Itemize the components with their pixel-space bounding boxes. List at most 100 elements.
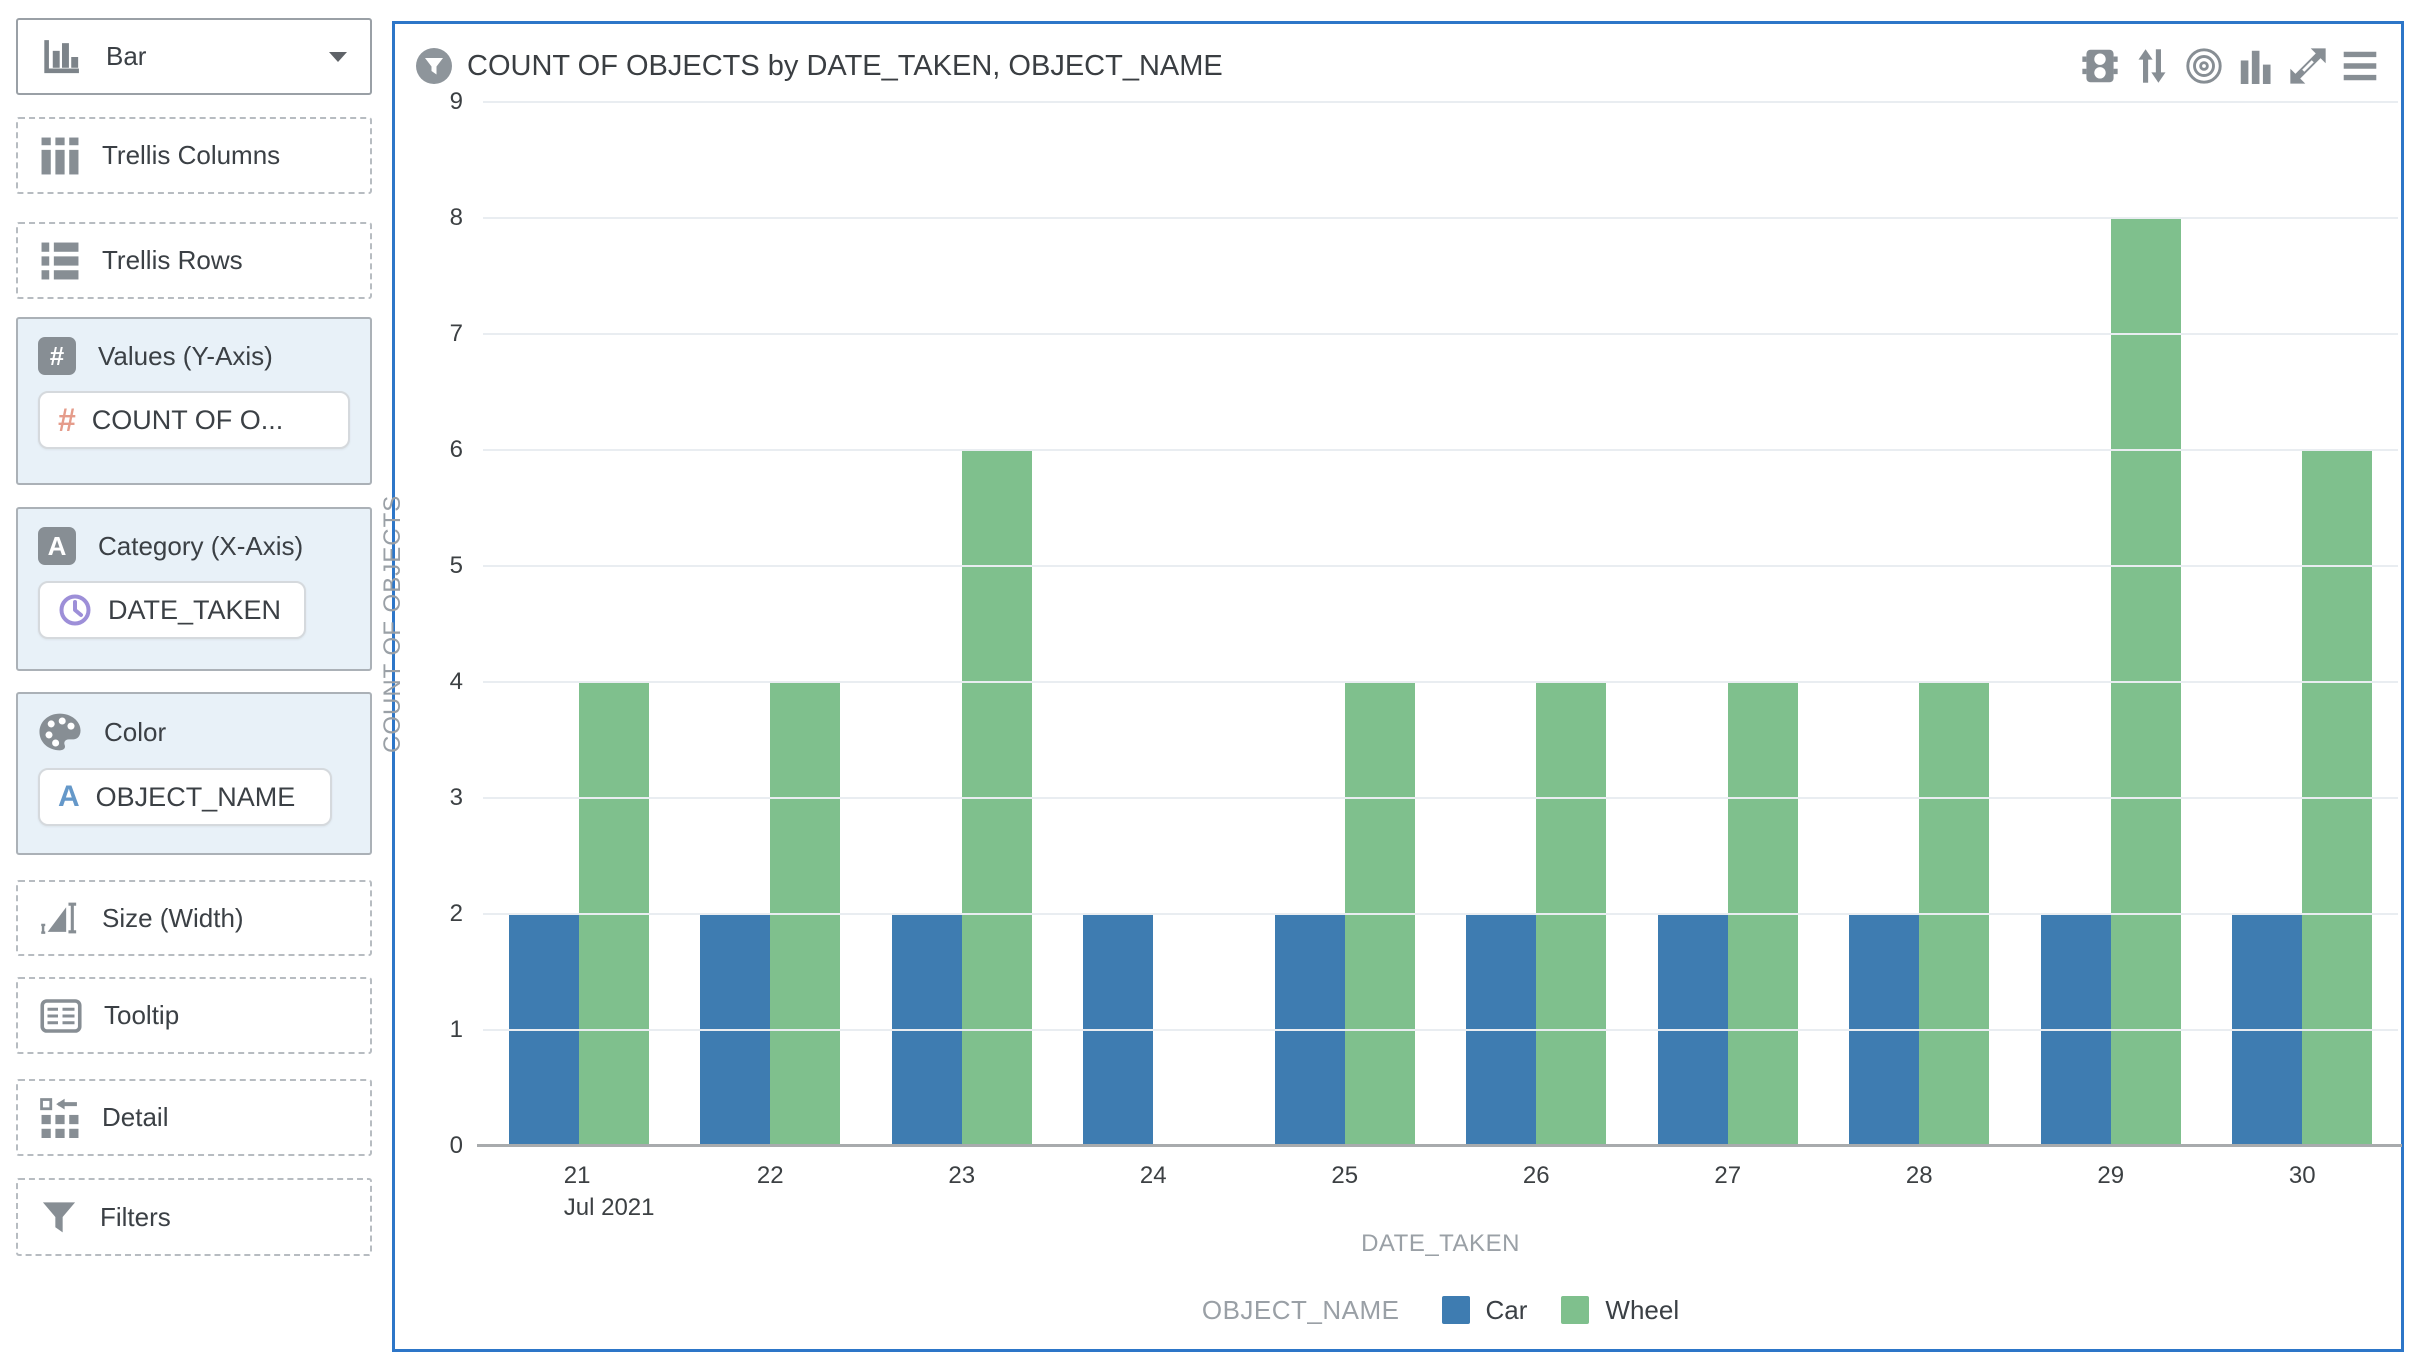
x-tick-label: 24: [1139, 1162, 1167, 1189]
field-pill-object-name[interactable]: A OBJECT_NAME: [38, 768, 332, 826]
x-tick-label: 25: [1331, 1162, 1359, 1189]
legend-title: OBJECT_NAME: [1201, 1294, 1400, 1325]
field-pill-label: OBJECT_NAME: [95, 781, 296, 812]
visualization-panel: COUNT OF OBJECTS by DATE_TAKEN, OBJECT_N…: [379, 21, 2404, 1352]
legend-swatch-car: [1441, 1296, 1470, 1324]
y-tick-label: 6: [449, 436, 463, 463]
y-tick-label: 0: [449, 1132, 463, 1159]
bar-group-28: 28: [1824, 102, 2016, 1189]
legend-label: Car: [1485, 1294, 1528, 1325]
drop-zone-trellis-columns[interactable]: Trellis Columns: [16, 117, 372, 194]
text-attribute-icon: A: [58, 780, 80, 813]
field-pill-count-of-objects[interactable]: # COUNT OF O...: [38, 391, 350, 449]
x-tick-label: 27: [1714, 1162, 1742, 1189]
gridline-y-2: [483, 913, 2398, 915]
legend: OBJECT_NAME Car Wheel: [483, 1290, 2398, 1330]
chevron-down-icon: [328, 51, 348, 63]
drop-zone-label: Tooltip: [104, 1000, 180, 1030]
detail-icon: [40, 1097, 80, 1138]
bar-group-23: 23: [866, 102, 1058, 1189]
drop-zone-tooltip[interactable]: Tooltip: [16, 977, 372, 1054]
y-axis-title: COUNT OF OBJECTS: [379, 494, 406, 754]
bar-group-30: 30: [2207, 102, 2399, 1189]
gridline-y-7: [483, 333, 2398, 335]
bar-group-29: 29: [2015, 102, 2207, 1189]
field-pill-label: COUNT OF O...: [91, 404, 284, 435]
legend-items: Car Wheel: [1441, 1294, 1679, 1326]
bar-chart-icon[interactable]: [2237, 47, 2275, 85]
tooltip-icon: [40, 998, 82, 1034]
drop-zone-category-x-axis[interactable]: A Category (X-Axis) DATE_TAKEN: [16, 507, 372, 671]
gridline-y-9: [483, 101, 2398, 103]
palette-icon: [38, 712, 82, 752]
clock-icon: [58, 593, 92, 627]
chart-toolbar: [2081, 47, 2379, 85]
legend-item-car[interactable]: Car: [1441, 1294, 1528, 1326]
field-pill-label: DATE_TAKEN: [108, 594, 282, 625]
gridline-y-6: [483, 449, 2398, 451]
y-tick-label: 5: [449, 552, 463, 579]
bar-group-21: 21 Jul 2021: [483, 102, 675, 1221]
filter-icon: [40, 1198, 78, 1236]
bar-group-22: 22: [675, 102, 867, 1189]
y-tick-label: 8: [449, 204, 463, 231]
x-axis-sublabel: Jul 2021: [563, 1194, 655, 1221]
x-tick-label: 23: [948, 1162, 976, 1189]
bar-series-container: 21 Jul 2021 22 23 24 25 26 27 28 29 30: [483, 102, 2399, 1221]
drop-zone-detail[interactable]: Detail: [16, 1079, 372, 1156]
y-tick-label: 1: [449, 1016, 463, 1043]
target-icon[interactable]: [2185, 47, 2223, 85]
drop-zone-label: Size (Width): [102, 902, 244, 933]
x-axis-title: DATE_TAKEN: [1361, 1230, 1520, 1257]
gridline-y-1: [483, 1029, 2398, 1031]
chart-title: COUNT OF OBJECTS by DATE_TAKEN, OBJECT_N…: [467, 49, 1223, 82]
field-pill-date-taken[interactable]: DATE_TAKEN: [38, 581, 306, 639]
drop-zone-label: Values (Y-Axis): [98, 340, 273, 371]
y-tick-label: 3: [449, 784, 463, 811]
visualization-header: COUNT OF OBJECTS by DATE_TAKEN, OBJECT_N…: [415, 44, 2379, 88]
drop-zone-values-y-axis[interactable]: # Values (Y-Axis) # COUNT OF O...: [16, 317, 372, 485]
drop-zone-label: Category (X-Axis): [98, 530, 304, 561]
menu-icon[interactable]: [2341, 47, 2379, 85]
y-tick-label: 2: [449, 900, 463, 927]
y-tick-label: 4: [449, 668, 463, 695]
drop-zone-size-width[interactable]: Size (Width): [16, 880, 372, 956]
x-tick-label: 30: [2288, 1162, 2316, 1189]
legend-swatch-wheel: [1561, 1296, 1590, 1324]
x-tick-label: 22: [756, 1162, 784, 1189]
drop-zone-filters[interactable]: Filters: [16, 1178, 372, 1256]
drop-zone-color[interactable]: Color A OBJECT_NAME: [16, 692, 372, 855]
x-tick-label: 26: [1522, 1162, 1550, 1189]
plot-area: COUNT OF OBJECTS 21 Jul 2021 22 23 24 25 26 27 2…: [379, 88, 2402, 1221]
gridline-y-0: [477, 1144, 2402, 1147]
text-badge-icon: A: [38, 527, 76, 565]
chart-type-label: Bar: [106, 41, 147, 71]
gridline-y-8: [483, 217, 2398, 219]
bar-group-27: 27: [1632, 102, 1824, 1189]
bar-group-26: 26: [1441, 102, 1633, 1189]
trellis-columns-icon: [40, 136, 80, 176]
gridline-y-4: [483, 681, 2398, 683]
x-tick-label: 21 Jul 2021: [564, 1160, 655, 1224]
drop-zone-trellis-rows[interactable]: Trellis Rows: [16, 222, 372, 299]
number-hash-icon: #: [58, 401, 76, 438]
title-filter-icon[interactable]: [415, 47, 453, 85]
legend-item-wheel[interactable]: Wheel: [1561, 1295, 1679, 1326]
number-badge-icon: #: [38, 337, 76, 375]
y-tick-label: 7: [449, 320, 463, 347]
traffic-light-icon[interactable]: [2081, 47, 2119, 85]
drop-zone-label: Trellis Rows: [102, 245, 243, 275]
legend-label: Wheel: [1605, 1294, 1680, 1325]
expand-icon[interactable]: [2289, 47, 2327, 85]
drop-zone-label: Color: [104, 716, 167, 747]
drop-zone-label: Trellis Columns: [102, 140, 281, 170]
chart-type-select[interactable]: Bar: [16, 18, 372, 95]
gridline-y-5: [483, 565, 2398, 567]
bar-group-25: 25: [1249, 102, 1441, 1189]
x-tick-label: 29: [2097, 1162, 2125, 1189]
bar-chart-type-icon: [40, 37, 84, 77]
sort-icon[interactable]: [2133, 47, 2171, 85]
drop-zone-label: Detail: [102, 1102, 169, 1132]
bar-group-24: 24: [1058, 102, 1250, 1189]
